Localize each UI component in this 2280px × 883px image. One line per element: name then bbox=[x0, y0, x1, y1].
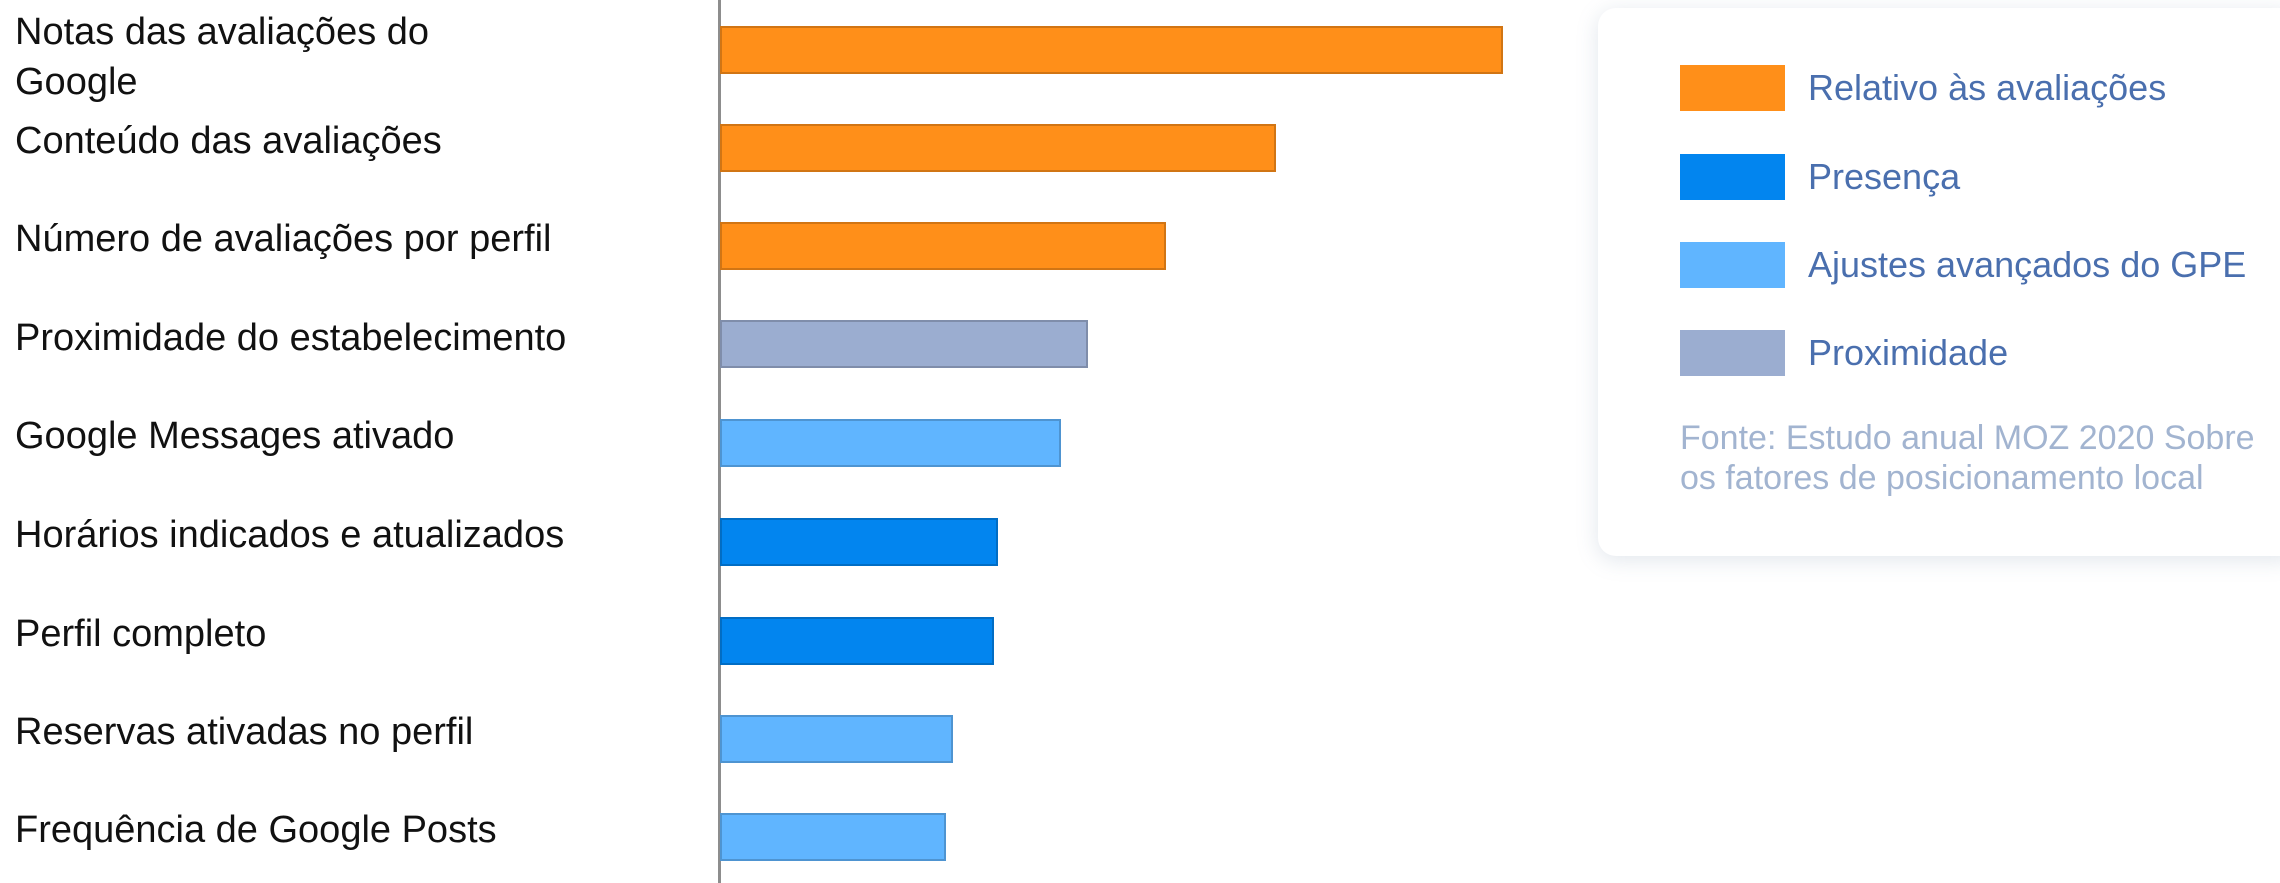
source-note: Fonte: Estudo anual MOZ 2020 Sobre os fa… bbox=[1680, 419, 2255, 497]
category-label: Perfil completo bbox=[15, 613, 267, 655]
category-label: Horários indicados e atualizados bbox=[15, 514, 565, 556]
legend-swatch bbox=[1680, 154, 1785, 200]
category-label: Proximidade do estabelecimento bbox=[15, 317, 567, 359]
legend-label: Presença bbox=[1808, 156, 1961, 197]
bar bbox=[720, 222, 1166, 270]
bar bbox=[720, 715, 953, 763]
legend-label: Proximidade bbox=[1808, 332, 2009, 373]
category-label: Reservas ativadas no perfil bbox=[15, 711, 474, 753]
bar bbox=[720, 617, 994, 665]
legend-swatch bbox=[1680, 65, 1785, 111]
bar bbox=[720, 518, 998, 566]
category-label: Frequência de Google Posts bbox=[15, 809, 497, 851]
bar bbox=[720, 26, 1503, 74]
legend-swatch bbox=[1680, 330, 1785, 376]
category-label: Google Messages ativado bbox=[15, 415, 455, 457]
category-label: Número de avaliações por perfil bbox=[15, 218, 552, 260]
category-axis-line bbox=[718, 0, 721, 883]
category-label: Conteúdo das avaliações bbox=[15, 120, 442, 162]
bar bbox=[720, 419, 1061, 467]
bar-chart: Notas das avaliações do Google Conteúdo d… bbox=[15, 0, 1503, 883]
legend-label: Ajustes avançados do GPE bbox=[1808, 244, 2247, 285]
category-label: Notas das avaliações do Google bbox=[15, 11, 430, 103]
bar bbox=[720, 124, 1276, 172]
legend-card: Relativo às avaliações Presença Ajustes av… bbox=[1598, 8, 2280, 556]
legend-swatch bbox=[1680, 242, 1785, 288]
bar bbox=[720, 320, 1088, 368]
legend-label: Relativo às avaliações bbox=[1808, 67, 2167, 108]
bar bbox=[720, 813, 946, 861]
